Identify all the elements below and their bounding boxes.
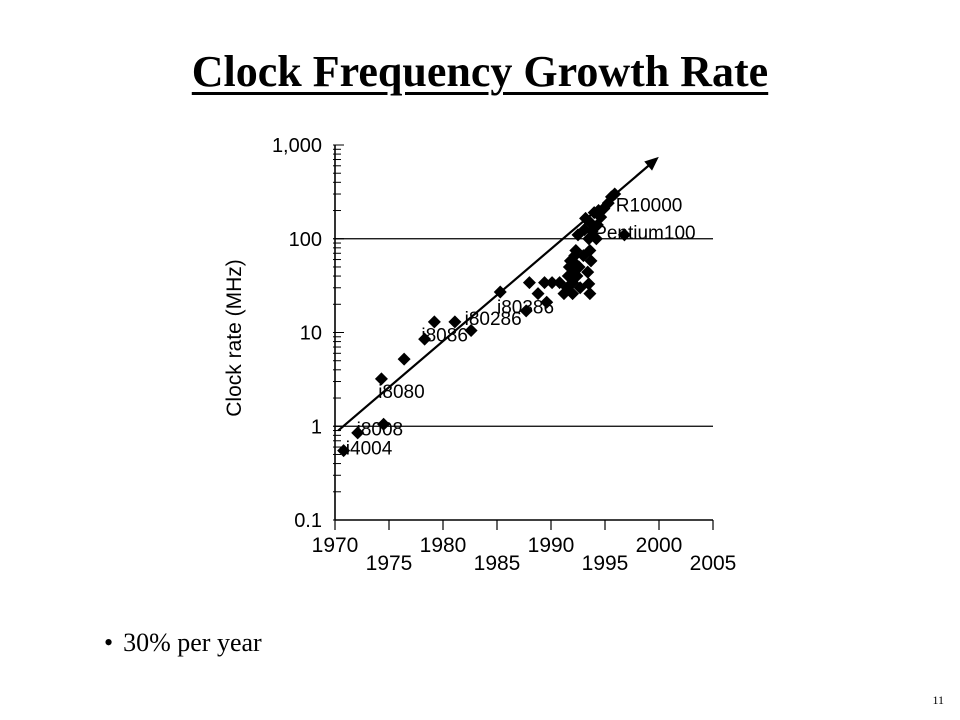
gridlines	[335, 238, 713, 427]
data-point	[519, 304, 533, 318]
data-point	[531, 287, 545, 301]
x-tick-label: 1975	[366, 552, 413, 575]
x-tick-label: 1995	[582, 552, 629, 575]
data-point	[427, 315, 441, 329]
data-point	[545, 276, 559, 290]
data-point	[337, 444, 351, 458]
chip-label: i80386	[497, 297, 554, 318]
chip-label: i4004	[346, 438, 393, 459]
y-tick-label: 100	[289, 229, 322, 251]
axes	[333, 144, 714, 530]
trend-arrowhead	[644, 156, 659, 171]
data-point	[581, 265, 595, 279]
y-tick-label: 1	[311, 416, 322, 438]
data-point	[464, 324, 478, 338]
x-tick-label: 1970	[312, 534, 359, 557]
chip-label: i8008	[357, 419, 404, 440]
data-point	[522, 276, 536, 290]
y-tick-label: 10	[300, 323, 322, 345]
x-tick-label: 1985	[474, 552, 521, 575]
data-point	[584, 254, 598, 268]
x-tick-label: 2005	[690, 552, 737, 575]
data-point	[351, 426, 365, 440]
data-point	[448, 315, 462, 329]
data-point	[583, 243, 597, 257]
x-tick-label: 1990	[528, 534, 575, 557]
data-point	[572, 260, 586, 274]
y-tick-label: 0.1	[294, 510, 322, 532]
data-point	[418, 332, 432, 346]
data-point	[583, 287, 597, 301]
chip-label: i8080	[378, 382, 425, 403]
data-point	[608, 187, 622, 201]
data-point	[374, 372, 388, 386]
data-point	[538, 276, 552, 290]
data-point	[566, 287, 580, 301]
data-point	[617, 228, 631, 242]
chip-label: Pentium100	[594, 223, 695, 244]
x-tick-label: 2000	[636, 534, 683, 557]
slide-title: Clock Frequency Growth Rate	[191, 47, 769, 96]
bullet-dot: •	[104, 628, 114, 657]
y-tick-label: 1,000	[272, 135, 322, 157]
data-point	[589, 232, 603, 246]
chip-label: R10000	[616, 196, 683, 217]
data-point	[493, 285, 507, 299]
data-point	[397, 352, 411, 366]
data-point	[582, 277, 596, 291]
page-number: 11	[932, 693, 944, 707]
y-axis-label: Clock rate (MHz)	[223, 259, 246, 417]
bullet-text: 30% per year	[123, 628, 262, 657]
data-point	[377, 417, 391, 431]
data-points	[337, 187, 631, 458]
chip-label: i8086	[421, 326, 468, 347]
bullet-item: • 30% per year	[104, 628, 262, 658]
data-point	[540, 295, 554, 309]
chip-label: i80286	[465, 309, 522, 330]
x-tick-label: 1980	[420, 534, 467, 557]
data-point	[570, 269, 584, 283]
